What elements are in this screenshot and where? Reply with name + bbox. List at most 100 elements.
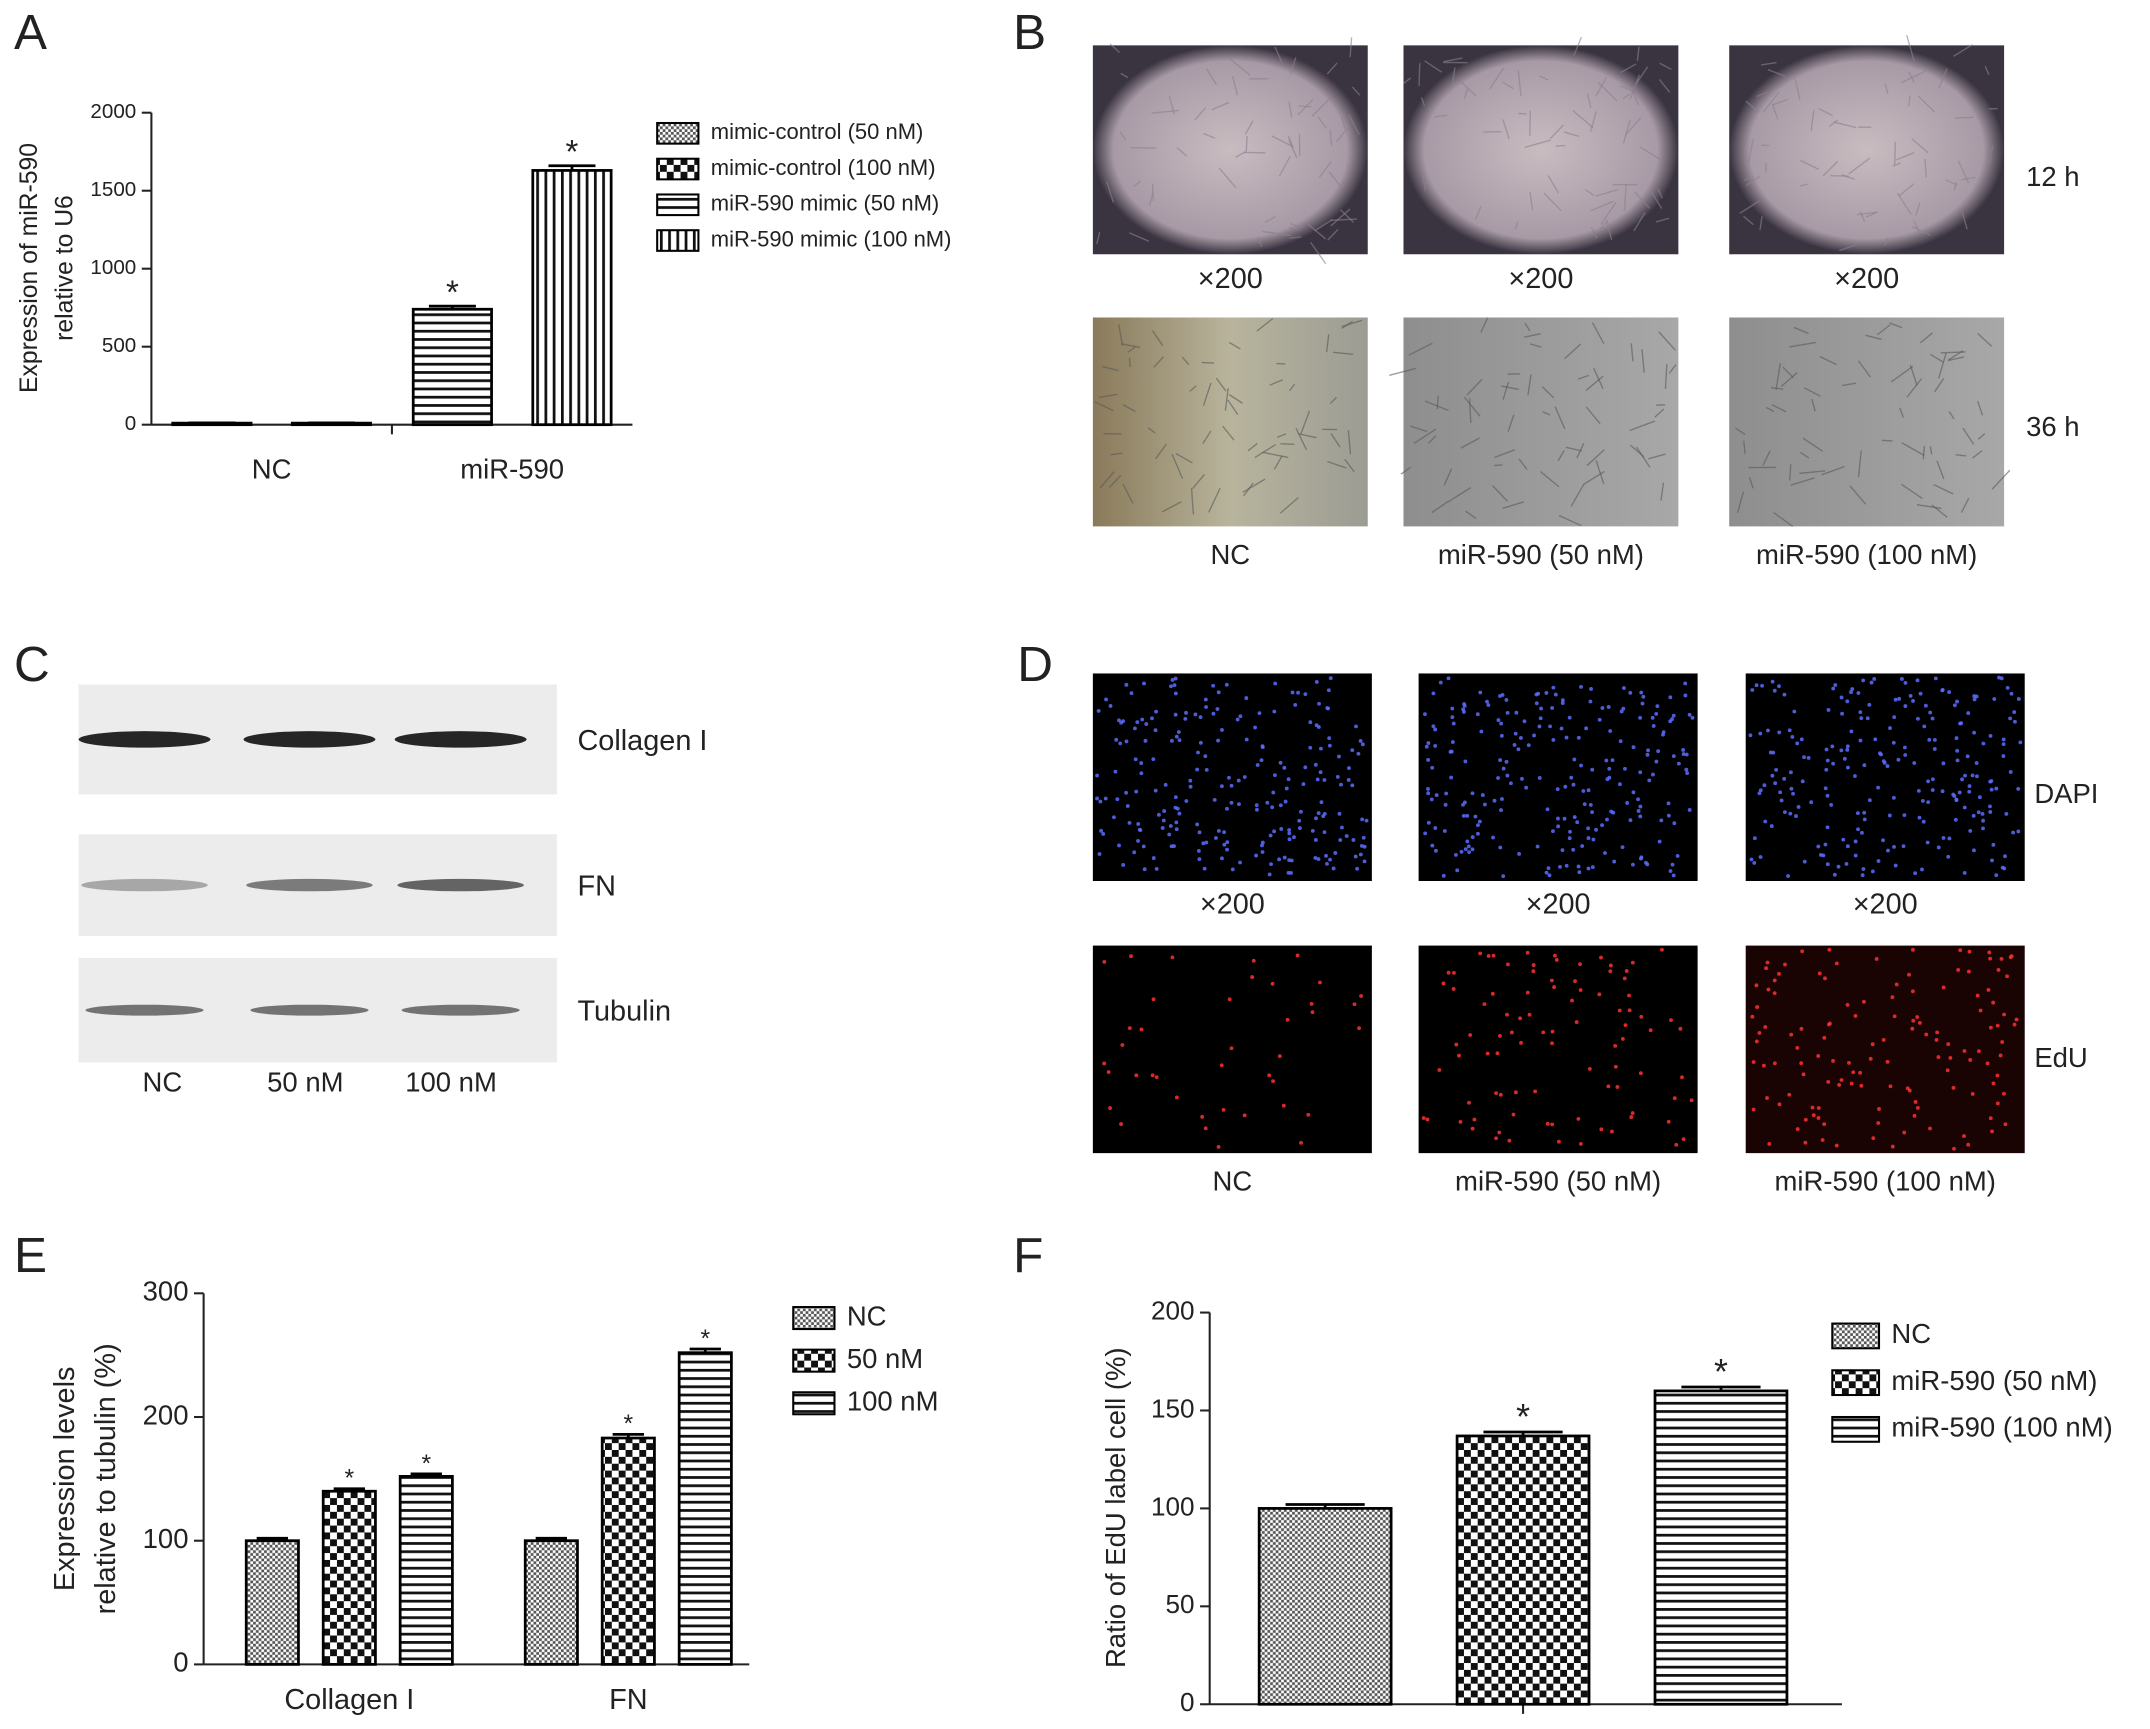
- cell-texture: [1122, 483, 1134, 504]
- nucleus: [1588, 802, 1593, 807]
- cell-texture: [1648, 453, 1666, 460]
- cell-texture: [1489, 67, 1505, 90]
- nucleus: [1975, 774, 1979, 779]
- significance-mark: *: [700, 1326, 710, 1353]
- cell-texture: [1756, 91, 1769, 98]
- cell-texture: [1347, 113, 1360, 136]
- cell-texture: [1819, 355, 1837, 366]
- nucleus: [1907, 1088, 1912, 1093]
- cell-texture: [1595, 76, 1608, 97]
- cell-texture: [1133, 180, 1142, 188]
- nucleus: [1636, 797, 1640, 802]
- cell-texture: [1937, 352, 1947, 379]
- nucleus: [1915, 1015, 1920, 1019]
- nucleus: [1675, 854, 1680, 858]
- nucleus: [1834, 1143, 1839, 1148]
- nucleus: [1322, 778, 1327, 782]
- cell-texture: [1977, 400, 1984, 416]
- bar: [1653, 1389, 1789, 1706]
- nucleus: [1970, 1091, 1975, 1096]
- nucleus: [1220, 728, 1224, 732]
- nucleus: [1690, 715, 1695, 720]
- nucleus: [1204, 840, 1209, 845]
- nucleus: [1829, 802, 1834, 807]
- nucleus: [1777, 971, 1781, 976]
- nucleus: [1518, 1016, 1523, 1021]
- nucleus: [1313, 838, 1318, 842]
- nucleus: [1826, 1079, 1831, 1084]
- nucleus: [1204, 705, 1208, 709]
- nucleus: [1286, 777, 1291, 782]
- cell-texture: [1122, 404, 1136, 413]
- nucleus: [1293, 702, 1298, 707]
- nucleus: [1108, 1106, 1112, 1111]
- nucleus: [1214, 836, 1218, 840]
- nucleus: [1651, 724, 1656, 728]
- cell-texture: [1279, 496, 1299, 514]
- cell-texture: [1161, 501, 1182, 513]
- nucleus: [1426, 820, 1431, 825]
- nucleus: [1672, 1096, 1677, 1101]
- nucleus: [1789, 786, 1794, 791]
- nucleus: [1117, 718, 1121, 723]
- cell-texture: [1765, 406, 1775, 412]
- stain-label: EdU: [2034, 1042, 2087, 1073]
- nucleus: [1272, 709, 1277, 714]
- nucleus: [1124, 790, 1129, 795]
- nucleus: [1325, 861, 1329, 866]
- nucleus: [1646, 748, 1650, 753]
- nucleus: [1550, 1029, 1555, 1034]
- nucleus: [1284, 786, 1289, 791]
- nucleus: [1620, 1036, 1625, 1041]
- cell-texture: [1256, 317, 1274, 332]
- nucleus: [1946, 854, 1951, 859]
- cell-texture: [1330, 433, 1341, 448]
- cell-texture: [1245, 135, 1248, 152]
- nucleus: [1926, 779, 1931, 784]
- cell-texture: [1289, 222, 1304, 230]
- nucleus: [1478, 951, 1483, 956]
- cell-texture: [1474, 206, 1482, 220]
- nucleus: [1285, 1017, 1290, 1022]
- bar: [677, 1351, 733, 1666]
- nucleus: [1531, 969, 1536, 974]
- nucleus: [1981, 741, 1986, 746]
- nucleus: [1623, 1023, 1628, 1028]
- nucleus: [1763, 1025, 1768, 1029]
- cell-texture: [1203, 132, 1216, 139]
- nucleus: [1260, 843, 1264, 848]
- cell-texture: [1493, 464, 1503, 467]
- cell-texture: [1802, 437, 1824, 452]
- nucleus: [1215, 707, 1220, 711]
- nucleus: [1150, 1073, 1155, 1078]
- nucleus: [1845, 747, 1850, 752]
- nucleus: [1501, 874, 1506, 879]
- nucleus: [1463, 847, 1468, 852]
- nucleus: [1991, 842, 1996, 847]
- nucleus: [1568, 829, 1572, 834]
- nucleus: [1824, 767, 1829, 772]
- magnification-label: ×200: [1508, 263, 1573, 295]
- nucleus: [1514, 710, 1519, 715]
- nucleus: [1666, 1119, 1671, 1124]
- cell-texture: [1655, 217, 1670, 223]
- nucleus: [1250, 975, 1255, 980]
- cell-texture: [1743, 215, 1754, 226]
- nucleus: [1337, 754, 1341, 759]
- cell-texture: [1151, 183, 1154, 201]
- nucleus: [1972, 694, 1977, 699]
- bar: [321, 1489, 377, 1666]
- nucleus: [1426, 758, 1431, 762]
- condition-label: miR-590 (50 nM): [1438, 539, 1644, 570]
- nucleus: [1229, 1046, 1234, 1051]
- nucleus: [1490, 991, 1495, 996]
- nucleus: [1326, 688, 1331, 693]
- nucleus: [1272, 773, 1277, 778]
- nucleus: [1129, 954, 1133, 959]
- nucleus: [1636, 809, 1641, 813]
- nucleus: [1322, 830, 1327, 835]
- nucleus: [1212, 797, 1217, 802]
- nucleus: [1170, 955, 1175, 960]
- cell-texture: [1289, 236, 1302, 239]
- nucleus: [1163, 782, 1168, 787]
